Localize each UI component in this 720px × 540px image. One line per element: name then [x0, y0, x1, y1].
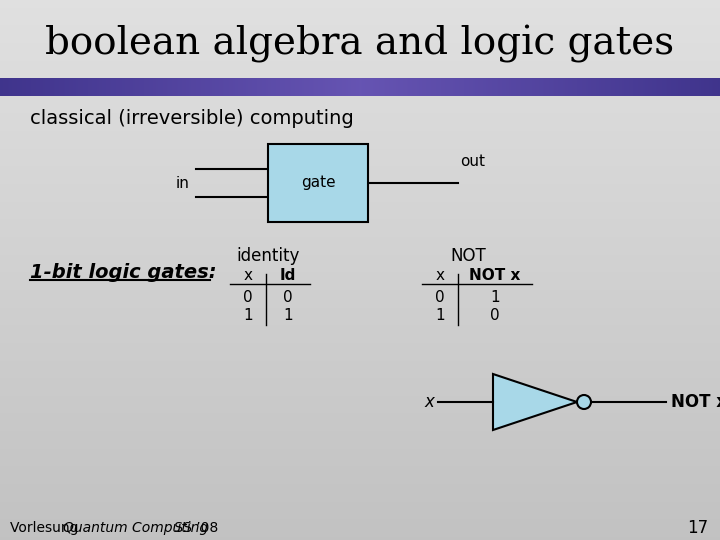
Text: classical (irreversible) computing: classical (irreversible) computing — [30, 109, 354, 127]
Text: 1: 1 — [243, 308, 253, 323]
Text: boolean algebra and logic gates: boolean algebra and logic gates — [45, 25, 675, 63]
Text: Vorlesung: Vorlesung — [10, 521, 83, 535]
Text: 0: 0 — [283, 291, 293, 306]
Text: Id: Id — [280, 267, 296, 282]
Text: 1: 1 — [435, 308, 445, 323]
Text: NOT: NOT — [450, 247, 486, 265]
Text: 17: 17 — [687, 519, 708, 537]
Text: 0: 0 — [490, 308, 500, 323]
Text: SS ’08: SS ’08 — [170, 521, 218, 535]
Text: in: in — [176, 176, 190, 191]
Text: 0: 0 — [243, 291, 253, 306]
Text: gate: gate — [301, 176, 336, 191]
Text: x: x — [436, 267, 444, 282]
Text: out: out — [461, 154, 485, 168]
Text: Quantum Computing: Quantum Computing — [63, 521, 208, 535]
Polygon shape — [493, 374, 577, 430]
Text: 1-bit logic gates:: 1-bit logic gates: — [30, 262, 217, 281]
Circle shape — [577, 395, 591, 409]
Text: 0: 0 — [435, 291, 445, 306]
Text: 1: 1 — [490, 291, 500, 306]
Text: x: x — [424, 393, 434, 411]
Text: 1: 1 — [283, 308, 293, 323]
Text: NOT x: NOT x — [671, 393, 720, 411]
Text: NOT x: NOT x — [469, 267, 521, 282]
Bar — [268, 144, 368, 222]
Text: x: x — [243, 267, 253, 282]
Text: identity: identity — [236, 247, 300, 265]
